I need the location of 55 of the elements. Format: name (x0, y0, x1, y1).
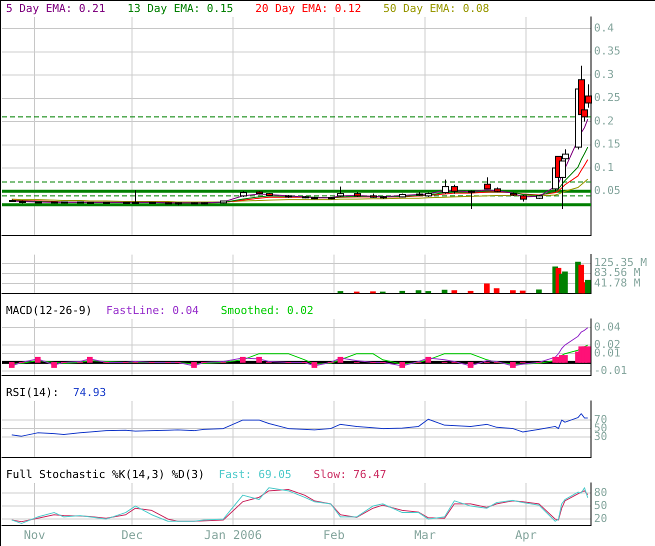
bar (510, 362, 516, 368)
bar (584, 280, 591, 294)
bar (484, 283, 490, 294)
x-tick-label: Nov (24, 528, 46, 542)
x-tick-label: Apr (515, 528, 537, 542)
y-tick-label: 0.01 (594, 346, 620, 360)
bar (425, 356, 432, 363)
y-tick-label: 0.35 (594, 44, 620, 58)
bar (312, 362, 318, 368)
x-tick-label: Feb (323, 528, 345, 542)
text: 74.93 (72, 386, 106, 399)
bar (536, 289, 542, 294)
bar (256, 356, 262, 363)
text: 20 Day EMA: 0.12 (255, 2, 362, 15)
text: 5 Day EMA: 0.21 (6, 2, 106, 15)
y-tick-label: 80 (594, 486, 608, 499)
bar (451, 290, 458, 294)
y-tick-label: 0.15 (594, 138, 620, 151)
bar (51, 362, 57, 368)
y-tick-label: 0.05 (594, 184, 620, 198)
bar (87, 356, 93, 363)
y-tick-label: 0.04 (594, 320, 621, 334)
text: 13 Day EMA: 0.15 (127, 2, 234, 15)
bar (338, 356, 344, 363)
series-label: Fast: 69.05 (218, 468, 292, 481)
y-tick-label: 0.25 (594, 91, 620, 104)
y-tick-label: 50 (594, 498, 608, 512)
bar (584, 346, 591, 363)
bar (416, 290, 422, 294)
bar (8, 362, 15, 368)
text: 50 Day EMA: 0.08 (383, 2, 490, 15)
bar (562, 355, 568, 363)
bar (34, 356, 41, 363)
bar (510, 290, 516, 294)
chart-title: Full Stochastic %K(14,3) %D(3) (6, 468, 205, 481)
x-tick-label: Mar (414, 528, 436, 542)
chart-title: RSI(14): (6, 386, 59, 399)
y-tick-label: 0.3 (594, 68, 614, 81)
bar (442, 290, 448, 294)
x-tick-label: Jan 2006 (204, 528, 262, 542)
bar (562, 272, 568, 294)
y-tick-label: 0.4 (594, 21, 614, 34)
y-tick-label: 0.2 (594, 114, 614, 128)
y-tick-label: -0.01 (594, 364, 628, 377)
series-label: Slow: 76.47 (314, 468, 386, 481)
y-tick-label: 0.1 (594, 160, 614, 174)
text: FastLine: 0.04 (106, 304, 200, 317)
bar (240, 356, 246, 363)
bar (399, 362, 406, 368)
chart-title: MACD(12-26-9) (6, 304, 92, 317)
text: Smoothed: 0.02 (220, 304, 314, 317)
y-tick-label: 20 (594, 512, 608, 525)
bar (468, 362, 474, 368)
bar (191, 362, 197, 368)
x-tick-label: Dec (121, 528, 144, 542)
